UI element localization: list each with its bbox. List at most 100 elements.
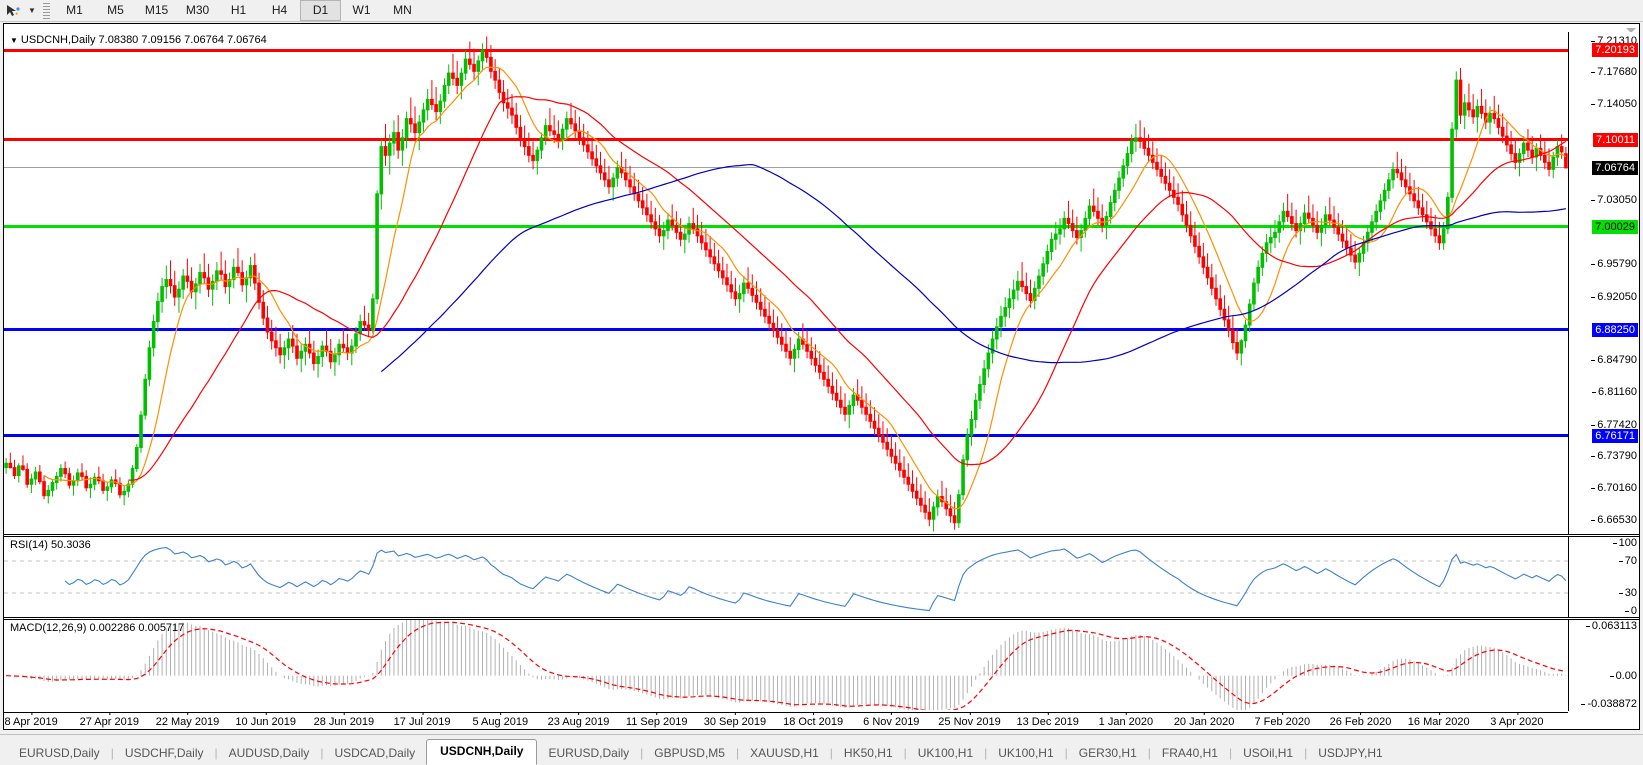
macd-tick: 0.00	[1609, 670, 1637, 682]
price-tag[interactable]: 7.20193	[1592, 43, 1638, 58]
tick-mark	[1591, 72, 1596, 74]
date-label: 25 Nov 2019	[938, 712, 1001, 728]
date-label: 16 Mar 2020	[1408, 712, 1470, 728]
price-tag[interactable]: 7.10011	[1593, 132, 1638, 147]
timeframe-h1[interactable]: H1	[230, 3, 247, 17]
price-tag[interactable]: 7.06764	[1592, 160, 1638, 175]
tab-fra40-h1[interactable]: FRA40,H1	[1161, 746, 1218, 760]
rsi-tick: 30	[1618, 587, 1637, 599]
tick-mark	[1125, 712, 1127, 715]
timeframe-m15[interactable]: M15	[144, 3, 169, 17]
hline-pivot-green[interactable]	[4, 225, 1568, 229]
price-pane[interactable]: ▼ USDCNH,Daily 7.08380 7.09156 7.06764 7.…	[4, 32, 1639, 535]
price-tag[interactable]: 6.76171	[1592, 428, 1638, 443]
price-axis[interactable]: 7.21310 7.17680 7.14050 7.03050 6.95790 6.920…	[1568, 32, 1639, 534]
tick-mark	[1591, 104, 1596, 106]
timeframe-w1[interactable]: W1	[352, 3, 371, 17]
tick-mark	[1591, 296, 1596, 298]
scroll-up-icon[interactable]	[1623, 24, 1637, 36]
price-tag[interactable]: 6.88250	[1592, 322, 1638, 337]
tab-separator: |	[1147, 746, 1151, 760]
tab-usdchf-daily[interactable]: USDCHF,Daily	[124, 746, 204, 760]
timeframe-h4[interactable]: H4	[271, 3, 288, 17]
hline-support-lower[interactable]	[4, 434, 1568, 438]
tab-usdcnh-daily[interactable]: USDCNH,Daily	[426, 739, 538, 765]
tick-mark	[1618, 561, 1623, 562]
rsi-series	[4, 547, 1568, 612]
timeframe-d1[interactable]: D1	[300, 0, 341, 21]
price-plot-area[interactable]	[4, 32, 1568, 534]
timeframe-m5[interactable]: M5	[107, 3, 124, 17]
tick-mark	[1612, 543, 1617, 544]
tick-mark	[1585, 626, 1590, 627]
date-axis[interactable]: 8 Apr 2019 27 Apr 2019 22 May 2019 10 Jun 2…	[4, 712, 1568, 731]
macd-plot-area[interactable]	[4, 620, 1568, 711]
tick-mark	[31, 712, 33, 715]
collapse-triangle-icon[interactable]: ▼	[10, 35, 18, 45]
tab-usdcad-daily[interactable]: USDCAD,Daily	[334, 746, 416, 760]
timeframe-m1[interactable]: M1	[66, 3, 83, 17]
moving-average-line	[128, 96, 1567, 481]
tick-mark	[1581, 704, 1586, 705]
tick-mark	[969, 712, 971, 715]
timeframe-m30[interactable]: M30	[185, 3, 210, 17]
tick-mark	[1438, 712, 1440, 715]
macd-header: MACD(12,26,9) 0.002286 0.005717	[10, 622, 185, 634]
toolbar: ▼ M1 M5 M15 M30 H1 H4 D1 W1 MN	[0, 0, 1643, 22]
tab-gbpusd-m5[interactable]: GBPUSD,M5	[654, 746, 725, 760]
tick-mark	[187, 712, 189, 715]
price-tick: 6.77420	[1591, 419, 1637, 431]
macd-axis[interactable]: 0.063113 0.00 -0.038872	[1568, 620, 1639, 711]
hline-support-upper[interactable]	[4, 328, 1568, 332]
chart-tabbar: EURUSD,Daily | USDCHF,Daily | AUDUSD,Daily | U…	[0, 734, 1643, 765]
tick-mark	[265, 712, 267, 715]
rsi-axis[interactable]: 100 70 30 0	[1568, 537, 1639, 617]
macd-series	[6, 620, 1567, 710]
tick-mark	[1591, 488, 1596, 490]
macd-pane[interactable]: MACD(12,26,9) 0.002286 0.005717 0.063113…	[4, 619, 1639, 711]
rsi-plot-area[interactable]	[4, 537, 1568, 617]
date-label: 10 Jun 2019	[235, 712, 296, 728]
price-tag[interactable]: 7.00029	[1592, 219, 1638, 234]
tab-audusd-daily[interactable]: AUDUSD,Daily	[228, 746, 310, 760]
tick-mark	[1624, 611, 1629, 612]
tab-separator: |	[320, 746, 324, 760]
tab-eurusd-daily[interactable]: EURUSD,Daily	[19, 746, 100, 760]
tab-hk50-h1[interactable]: HK50,H1	[843, 746, 893, 760]
tab-usoil-h1[interactable]: USOil,H1	[1243, 746, 1294, 760]
tick-mark	[1591, 424, 1596, 426]
hline-resistance-mid[interactable]	[4, 138, 1568, 141]
date-label: 6 Nov 2019	[863, 712, 919, 728]
cursor-crosshair-icon[interactable]	[3, 2, 23, 20]
rsi-header: RSI(14) 50.3036	[10, 539, 91, 551]
timeframe-mn[interactable]: MN	[393, 3, 412, 17]
rsi-line	[64, 547, 1567, 612]
tick-mark	[813, 712, 815, 715]
tab-uk100-h1[interactable]: UK100,H1	[917, 746, 974, 760]
tab-separator: |	[735, 746, 740, 760]
tick-mark	[1360, 712, 1362, 715]
tab-xauusd-h1[interactable]: XAUUSD,H1	[750, 746, 819, 760]
tab-ger30-h1[interactable]: GER30,H1	[1078, 746, 1137, 760]
toolbar-grip[interactable]	[43, 2, 50, 19]
tick-mark	[1204, 712, 1206, 715]
date-label: 13 Dec 2019	[1016, 712, 1079, 728]
date-label: 27 Apr 2019	[80, 712, 139, 728]
tab-separator: |	[214, 746, 218, 760]
price-tick: 6.95790	[1591, 258, 1637, 270]
tab-separator: |	[1228, 746, 1233, 760]
hline-resistance-upper[interactable]	[4, 48, 1568, 52]
rsi-pane[interactable]: RSI(14) 50.3036 100 70 30 0	[4, 536, 1639, 618]
date-label: 28 Jun 2019	[314, 712, 374, 728]
chevron-down-icon[interactable]: ▼	[28, 6, 36, 15]
tab-usdjpy-h1[interactable]: USDJPY,H1	[1318, 746, 1383, 760]
chart-header-text: USDCNH,Daily 7.08380 7.09156 7.06764 7.0…	[20, 34, 267, 46]
tab-uk100-h1[interactable]: UK100,H1	[998, 746, 1054, 760]
date-label: 22 May 2019	[156, 712, 219, 728]
price-tick: 6.66530	[1591, 514, 1637, 526]
tab-eurusd-daily[interactable]: EURUSD,Daily	[548, 746, 630, 760]
date-label: 30 Sep 2019	[704, 712, 766, 728]
hline-current-price[interactable]	[4, 167, 1568, 169]
price-tick: 7.14050	[1591, 98, 1637, 110]
tick-mark	[1591, 263, 1596, 265]
